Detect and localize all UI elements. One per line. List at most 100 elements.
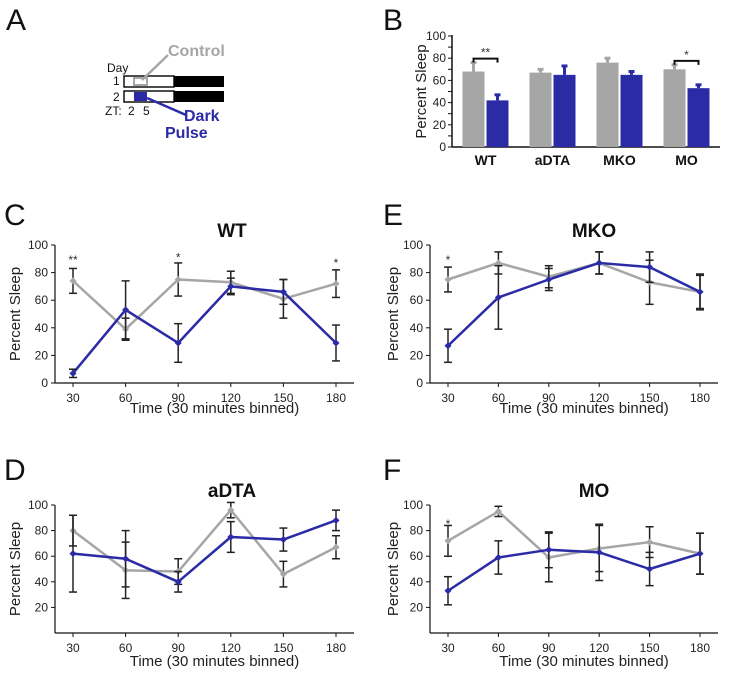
significance-label: * [176, 250, 181, 264]
data-point-control [332, 280, 340, 288]
data-point-control [69, 277, 77, 285]
y-tick-label: 60 [433, 73, 447, 87]
day-1-label: 1 [113, 74, 120, 88]
x-tick-label: 90 [542, 641, 556, 655]
y-tick-label: 80 [35, 524, 49, 538]
data-point-dark-pulse [174, 339, 182, 347]
x-tick-label: 150 [273, 391, 293, 405]
bar-dark-pulse [620, 74, 643, 147]
significance-label: * [446, 517, 451, 531]
panel-letter-a: A [6, 4, 26, 37]
data-point-dark-pulse [494, 293, 502, 301]
y-axis-label: Percent Sleep [7, 267, 24, 361]
panel-letter-c: C [4, 199, 26, 232]
data-point-control [332, 543, 340, 551]
series-line-control [72, 508, 337, 576]
dark-pulse-label-2: Pulse [165, 125, 208, 142]
y-axis-label: Percent Sleep [413, 44, 430, 138]
x-tick-label: 90 [542, 391, 556, 405]
series-line-dark-pulse [72, 285, 337, 375]
data-point-dark-pulse [279, 536, 287, 544]
x-tick-label: 60 [492, 641, 506, 655]
bar-control [663, 69, 686, 147]
y-tick-label: 80 [410, 266, 424, 280]
data-point-control [444, 537, 452, 545]
control-leader-line [141, 54, 169, 81]
y-tick-label: 40 [35, 575, 49, 589]
chart-title: MO [579, 481, 610, 502]
y-tick-label: 80 [433, 51, 447, 65]
chart-d: 20 40 60 80 100 30 60 90 120 150 180 aDTA Time (30 m… [7, 481, 354, 670]
x-tick-label: 120 [221, 641, 241, 655]
data-point-dark-pulse [696, 288, 704, 296]
data-point-dark-pulse [595, 548, 603, 556]
y-tick-label: 0 [416, 376, 423, 390]
y-tick-label: 80 [35, 266, 49, 280]
day-2-dark-phase [174, 91, 224, 102]
day-2-label: 2 [113, 90, 120, 104]
bar-dark-pulse [486, 100, 509, 147]
x-tick-label: 120 [589, 391, 609, 405]
category-label: WT [475, 152, 497, 168]
data-point-control [646, 538, 654, 546]
y-axis-label: Percent Sleep [385, 267, 402, 361]
significance-bracket [472, 57, 499, 63]
category-label: MKO [603, 152, 636, 168]
y-tick-label: 60 [410, 549, 424, 563]
category-label: aDTA [535, 152, 571, 168]
y-tick-label: 20 [433, 118, 447, 132]
x-axis-label: Time (30 minutes binned) [130, 400, 300, 417]
series-line-control [447, 510, 701, 559]
data-point-dark-pulse [122, 306, 130, 314]
day-1-dark-phase [174, 76, 224, 87]
x-tick-label: 180 [326, 641, 346, 655]
zt-tick-5: 5 [143, 104, 150, 118]
y-tick-label: 20 [35, 348, 49, 362]
day-2-light-phase [123, 90, 175, 103]
chart-title: aDTA [208, 481, 256, 502]
y-tick-label: 40 [410, 321, 424, 335]
y-axis-label: Percent Sleep [385, 522, 402, 616]
y-tick-label: 100 [426, 29, 446, 43]
chart-f: 20 40 60 80 100 30 60 90 120 150 180 MO Time (30 min… [385, 481, 718, 670]
x-tick-label: 30 [66, 391, 80, 405]
zt-tick-2: 2 [128, 104, 135, 118]
data-point-control [494, 507, 502, 515]
data-point-control [227, 506, 235, 514]
x-tick-label: 60 [492, 391, 506, 405]
chart-title: MKO [572, 221, 616, 242]
x-axis-label: Time (30 minutes binned) [499, 653, 669, 670]
data-point-dark-pulse [69, 369, 77, 377]
y-tick-label: 60 [35, 549, 49, 563]
y-tick-label: 60 [35, 293, 49, 307]
y-tick-label: 40 [35, 321, 49, 335]
significance-label: * [684, 48, 689, 62]
x-tick-label: 150 [273, 641, 293, 655]
y-tick-label: 40 [433, 96, 447, 110]
x-tick-label: 180 [690, 641, 710, 655]
data-point-dark-pulse [332, 339, 340, 347]
data-point-control [494, 259, 502, 267]
x-tick-label: 90 [172, 641, 186, 655]
x-tick-label: 60 [119, 391, 133, 405]
data-point-control [444, 275, 452, 284]
data-point-dark-pulse [332, 516, 340, 524]
x-tick-label: 120 [589, 641, 609, 655]
category-label: MO [675, 152, 698, 168]
data-point-dark-pulse [174, 578, 182, 586]
bar-control [529, 72, 552, 147]
significance-bracket [673, 59, 700, 65]
y-tick-label: 100 [28, 238, 48, 252]
control-label: Control [168, 43, 225, 60]
y-tick-label: 100 [28, 498, 48, 512]
bar-control [462, 71, 485, 147]
data-point-dark-pulse [69, 550, 77, 558]
y-tick-label: 100 [403, 498, 423, 512]
y-tick-label: 20 [35, 600, 49, 614]
x-tick-label: 30 [441, 391, 455, 405]
x-tick-label: 120 [221, 391, 241, 405]
data-point-dark-pulse [227, 533, 235, 541]
y-tick-label: 40 [410, 575, 424, 589]
